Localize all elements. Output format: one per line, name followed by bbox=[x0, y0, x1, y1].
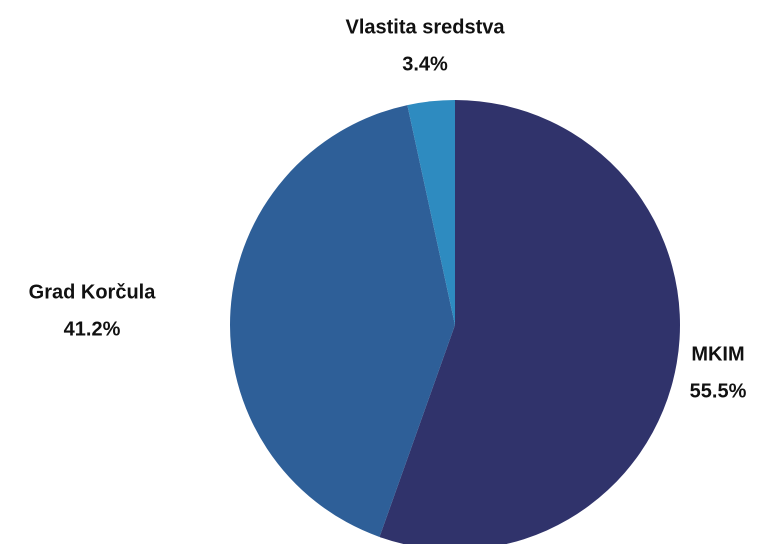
pie-slice bbox=[407, 100, 455, 325]
slice-label: Grad Korčula bbox=[29, 281, 157, 303]
slice-value-label: 55.5% bbox=[690, 380, 747, 402]
slice-label: Vlastita sredstva bbox=[346, 16, 506, 38]
slice-value-label: 3.4% bbox=[402, 53, 448, 75]
slice-label: MKIM bbox=[691, 343, 744, 365]
slice-value-label: 41.2% bbox=[64, 318, 121, 340]
pie-slice bbox=[379, 100, 680, 544]
pie-slice bbox=[229, 105, 455, 537]
